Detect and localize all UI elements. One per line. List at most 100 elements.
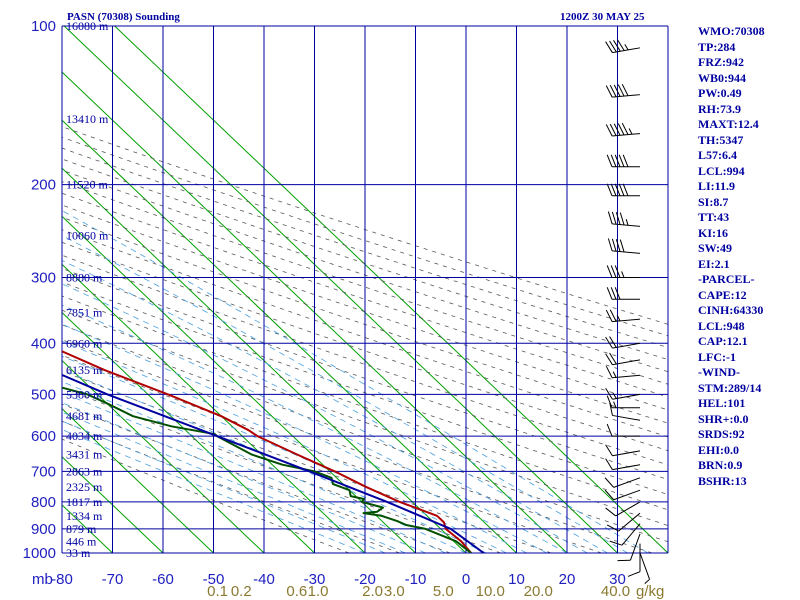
isotherm-line <box>62 311 315 553</box>
wind-barb <box>605 444 641 457</box>
pressure-tick-label: 800 <box>31 494 56 511</box>
index-item: LCL:994 <box>698 163 745 178</box>
wind-barb <box>627 543 641 577</box>
index-item: PW:0.49 <box>698 86 742 100</box>
index-item: MAXT:12.4 <box>698 117 759 131</box>
height-label: 4681 m <box>66 409 103 423</box>
moist-adiabat <box>62 323 547 553</box>
index-item: SI:8.7 <box>698 194 729 209</box>
index-item: LCL:948 <box>698 318 745 333</box>
temperature-tick-label: 0 <box>462 571 470 588</box>
index-item: L57:6.4 <box>698 148 737 162</box>
temperature-line <box>62 350 472 553</box>
index-item: HEL:101 <box>698 396 746 410</box>
wind-barb <box>606 423 640 437</box>
wind-barb <box>605 458 641 471</box>
index-item: STM:289/14 <box>698 380 762 395</box>
isotherm-line <box>114 26 668 553</box>
wind-barb <box>609 402 641 421</box>
wind-barb <box>606 183 640 197</box>
height-label: 1334 m <box>66 509 103 523</box>
height-label: 16080 m <box>66 19 109 33</box>
wind-barb <box>607 238 641 254</box>
temperature-tick-label: -30 <box>304 571 326 588</box>
pressure-tick-label: 900 <box>31 521 56 538</box>
pressure-tick-label: 500 <box>31 386 56 403</box>
height-label: 2863 m <box>66 464 103 478</box>
dry-adiabat <box>62 324 668 543</box>
temperature-tick-label: -20 <box>354 571 376 588</box>
wind-barb <box>605 336 641 349</box>
wind-barb <box>639 552 651 584</box>
mixing-ratio-label: 5.0 <box>433 583 454 600</box>
pressure-tick-label: 100 <box>31 18 56 35</box>
wind-barb <box>606 265 640 278</box>
height-label: 4034 m <box>66 429 103 443</box>
wind-barb <box>606 512 641 532</box>
height-label: 1817 m <box>66 495 103 509</box>
mixing-ratio-label: 3.0 <box>384 583 405 600</box>
isotherm-line <box>0 26 12 553</box>
pressure-tick-label: 600 <box>31 428 56 445</box>
wind-barb <box>617 533 641 562</box>
moist-adiabat <box>62 260 608 553</box>
temperature-tick-label: 30 <box>609 571 626 588</box>
index-item: LFC:-1 <box>698 349 736 364</box>
isotherm-line <box>62 119 517 553</box>
dry-adiabat <box>62 181 668 385</box>
wind-barb <box>605 39 641 54</box>
mixing-ratio-label: 0.2 <box>231 583 252 600</box>
temperature-tick-label: 10 <box>508 571 525 588</box>
index-item: TT:43 <box>698 210 730 224</box>
wind-barb <box>604 477 641 488</box>
index-item: SRDS:92 <box>698 427 745 441</box>
index-item: SW:49 <box>698 241 733 255</box>
moist-adiabat <box>62 304 568 553</box>
dry-adiabat <box>62 192 668 398</box>
height-label: 2325 m <box>66 480 103 494</box>
dry-adiabat <box>62 309 668 526</box>
index-item: WMO:70308 <box>698 24 765 38</box>
mixing-ratio-label: 10.0 <box>476 583 505 600</box>
mixing-ratio-label: 1.0 <box>308 583 329 600</box>
temperature-tick-label: -80 <box>51 571 73 588</box>
temperature-tick-label: -10 <box>405 571 427 588</box>
temperature-tick-label: 20 <box>559 571 576 588</box>
height-label: 3431 m <box>66 447 103 461</box>
height-label: 8880 m <box>66 270 103 284</box>
mixing-ratio-label: 2.0 <box>362 583 383 600</box>
index-item: CAPE:12 <box>698 287 747 302</box>
wind-barb <box>606 287 640 300</box>
wind-barb <box>605 309 641 323</box>
wind-barb <box>609 523 641 546</box>
wind-barb <box>607 211 641 227</box>
temperature-tick-label: -70 <box>102 571 124 588</box>
index-item: WB0:944 <box>698 70 746 85</box>
height-label: 10060 m <box>66 229 109 243</box>
moist-adiabat <box>62 411 406 553</box>
height-label: 6960 m <box>66 336 103 350</box>
temperature-tick-label: -60 <box>152 571 174 588</box>
dry-adiabat <box>62 370 552 553</box>
wind-barb <box>605 83 641 98</box>
moist-adiabat <box>62 210 649 553</box>
index-item: EI:2.1 <box>698 256 730 271</box>
dry-adiabat <box>62 241 668 452</box>
dry-adiabat <box>62 229 668 438</box>
wind-barb <box>605 365 641 379</box>
wind-barb <box>605 387 641 400</box>
mixing-ratio-unit: g/kg <box>636 583 664 600</box>
dry-adiabat <box>62 204 668 411</box>
index-item: SHR+:0.0 <box>698 411 749 426</box>
height-label: 7851 m <box>66 306 103 320</box>
stability-indices-panel: WMO:70308 TP:284 FRZ:942 WB0:944 PW:0.49 RH:7… <box>698 24 798 489</box>
wind-barb <box>605 122 641 137</box>
pressure-tick-label: 200 <box>31 177 56 194</box>
wind-barb <box>604 489 641 501</box>
index-item: CINH:64330 <box>698 303 764 317</box>
index-item: -WIND- <box>698 365 740 379</box>
isotherm-line <box>62 263 366 553</box>
index-item: FRZ:942 <box>698 55 744 69</box>
dry-adiabat <box>62 126 668 325</box>
